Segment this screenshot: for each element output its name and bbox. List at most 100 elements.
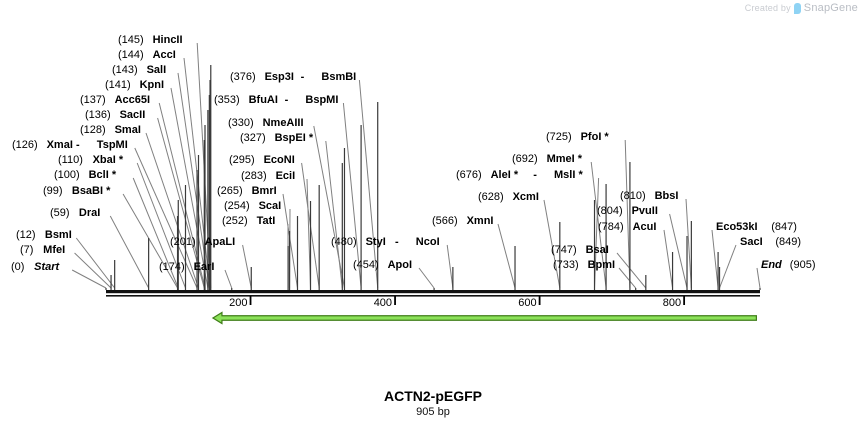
enzyme-name: ApaLI <box>205 236 236 248</box>
actn2-feature-arrow[interactable] <box>211 311 757 325</box>
enzyme-name: PvuII <box>632 205 658 217</box>
site-position: (376) <box>230 71 256 83</box>
leader-line <box>685 198 692 289</box>
enzyme-name: XmaI <box>47 139 73 151</box>
leader-line <box>109 215 150 289</box>
leader-line <box>122 193 178 289</box>
site-position: (12) <box>16 229 36 241</box>
leader-line <box>282 193 298 289</box>
enzyme-name: TspMI <box>97 139 128 151</box>
site-position: (100) <box>54 169 80 181</box>
enzyme-name: BsaBI * <box>72 185 111 197</box>
site-labels-group: (0) Start(7) MfeI (12) BsmI (59) DraI (99) BsaBI… <box>11 34 815 273</box>
restriction-site-label: (7) MfeI <box>20 244 65 256</box>
site-position: (804) <box>597 205 623 217</box>
site-position: (784) <box>598 221 624 233</box>
enzyme-name: EcoNI <box>264 154 295 166</box>
leader-line <box>618 267 637 289</box>
restriction-site-label: (454) ApoI <box>353 259 412 271</box>
restriction-site-label: (254) ScaI <box>224 200 281 212</box>
sequence-length-label: 905 bp <box>416 406 450 418</box>
leader-line <box>616 252 647 289</box>
leader-line <box>134 147 198 289</box>
site-position: (254) <box>224 200 250 212</box>
restriction-site-label: (480) StyI - NcoI <box>331 236 440 248</box>
enzyme-name: SmaI <box>115 124 141 136</box>
site-position: (59) <box>50 207 70 219</box>
cut-site-ticks-group <box>105 65 761 290</box>
restriction-site-label: (0) Start <box>11 261 61 273</box>
name-separator: - <box>395 236 399 248</box>
site-position: (143) <box>112 64 138 76</box>
restriction-site-label: (566) XmnI <box>432 215 494 227</box>
watermark-brand: SnapGene <box>803 2 858 14</box>
site-position: (454) <box>353 259 379 271</box>
snapgene-watermark: Created by SnapGene <box>745 2 858 14</box>
enzyme-name: HincII <box>153 34 183 46</box>
ruler-tick-label: 600 <box>518 297 536 309</box>
sequence-backbone <box>106 290 760 297</box>
leader-line <box>132 177 179 289</box>
restriction-site-label: (628) XcmI <box>478 191 539 203</box>
ruler-tick-label: 400 <box>374 297 392 309</box>
restriction-site-label: (810) BbsI <box>620 190 678 202</box>
leader-line <box>342 102 362 289</box>
enzyme-name: BclI * <box>89 169 117 181</box>
site-position: (847) <box>771 221 797 233</box>
leader-line <box>497 223 516 289</box>
site-position: (330) <box>228 117 254 129</box>
enzyme-name: MfeI <box>43 244 65 256</box>
enzyme-name: BpmI <box>588 259 616 271</box>
restriction-site-label: (141) KpnI <box>105 79 164 91</box>
leader-line <box>170 87 209 289</box>
feature-arrow-actn2[interactable] <box>211 311 757 325</box>
site-position: (136) <box>85 109 111 121</box>
restriction-site-label: Eco53kI (847) <box>716 221 797 233</box>
restriction-site-label: (145) HincII <box>118 34 183 46</box>
site-position: (99) <box>43 185 63 197</box>
restriction-site-label: (12) BsmI <box>16 229 72 241</box>
leader-line <box>711 229 719 289</box>
site-position: (628) <box>478 191 504 203</box>
restriction-site-label: (725) PfoI * <box>546 131 609 143</box>
page-title: ACTN2-pEGFP <box>384 388 482 404</box>
site-position: (283) <box>241 170 267 182</box>
site-position: (145) <box>118 34 144 46</box>
site-position: (174) <box>159 261 185 273</box>
enzyme-name: EarI <box>194 261 215 273</box>
leader-line <box>663 229 674 289</box>
site-position: (676) <box>456 169 482 181</box>
restriction-site-label: (201) ApaLI <box>170 236 235 248</box>
enzyme-name: EciI <box>276 170 296 182</box>
site-position: (905) <box>790 259 816 271</box>
site-position: (126) <box>12 139 38 151</box>
enzyme-name: PfoI * <box>581 131 610 143</box>
enzyme-name: ApoI <box>388 259 412 271</box>
restriction-site-label: (353) BfuAI - BspMI <box>214 94 338 106</box>
restriction-site-label: (99) BsaBI * <box>43 185 111 197</box>
enzyme-name: BmrI <box>252 185 277 197</box>
backbone-underline <box>106 295 760 297</box>
restriction-site-label: (265) BmrI <box>217 185 277 197</box>
leader-line <box>75 237 116 289</box>
name-separator: - <box>76 139 80 151</box>
leader-line <box>418 267 435 289</box>
enzyme-name: ScaI <box>259 200 282 212</box>
enzyme-name: Acc65I <box>115 94 150 106</box>
enzyme-name: SalI <box>147 64 167 76</box>
restriction-site-label: SacI (849) <box>740 236 801 248</box>
site-position: (733) <box>553 259 579 271</box>
site-position: (110) <box>58 154 83 166</box>
ruler-tick-label: 200 <box>229 297 247 309</box>
restriction-site-label: (174) EarI <box>159 261 214 273</box>
restriction-site-label: (692) MmeI * <box>512 153 583 165</box>
enzyme-name: AccI <box>153 49 176 61</box>
enzyme-name: NmeAIII <box>263 117 304 129</box>
site-position: (201) <box>170 236 196 248</box>
restriction-site-label: (137) Acc65I <box>80 94 150 106</box>
enzyme-name: BsaI <box>586 244 609 256</box>
enzyme-name: XbaI * <box>93 154 124 166</box>
restriction-site-label: (676) AleI * - MslI * <box>456 169 583 181</box>
enzyme-name: BspEI * <box>275 132 314 144</box>
site-position: (137) <box>80 94 106 106</box>
